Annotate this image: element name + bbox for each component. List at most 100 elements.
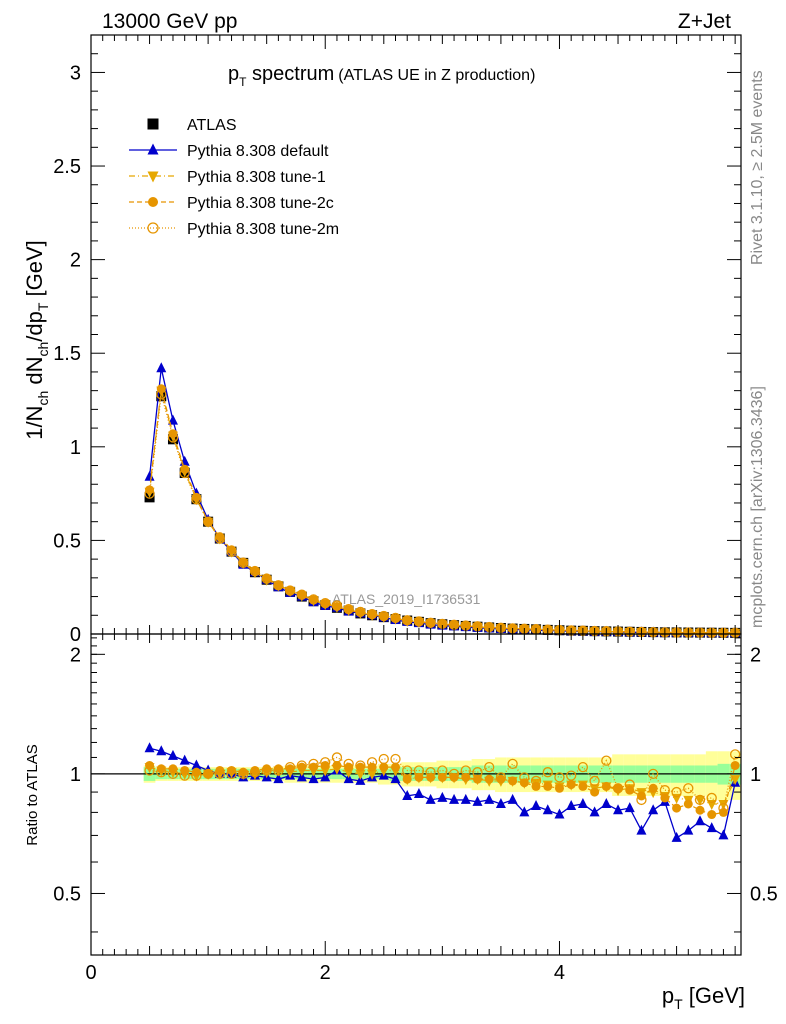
ratio-point-pythia-8-308-tune-2c bbox=[461, 772, 471, 782]
ratio-point-pythia-8-308-default bbox=[273, 773, 284, 784]
ratio-point-pythia-8-308-tune-2m bbox=[273, 765, 284, 776]
ratio-point-pythia-8-308-default bbox=[531, 800, 542, 811]
point-pythia-8-308-tune-2m bbox=[273, 580, 284, 591]
ratio-point-pythia-8-308-tune-2m bbox=[156, 767, 167, 778]
point-pythia-8-308-tune-2m bbox=[191, 494, 202, 505]
ratio-point-pythia-8-308-tune-1 bbox=[367, 769, 378, 780]
point-pythia-8-308-tune-2m bbox=[320, 597, 331, 609]
ratio-point-pythia-8-308-default bbox=[648, 804, 659, 815]
ratio-point-pythia-8-308-tune-2m bbox=[390, 753, 401, 765]
ratio-point-pythia-8-308-default bbox=[554, 808, 565, 819]
process-label: Z+Jet bbox=[678, 10, 731, 33]
ratio-point-pythia-8-308-tune-2m bbox=[366, 757, 378, 768]
point-pythia-8-308-tune-2m bbox=[366, 609, 378, 620]
point-pythia-8-308-tune-2m bbox=[144, 488, 155, 499]
ratio-point-pythia-8-308-tune-2c bbox=[156, 764, 166, 774]
ratio-point-pythia-8-308-tune-2c bbox=[426, 772, 436, 782]
legend-label-pythia-8-308-tune-2m: Pythia 8.308 tune-2m bbox=[187, 221, 339, 238]
ratio-point-pythia-8-308-tune-2c bbox=[191, 767, 201, 777]
ratio-point-pythia-8-308-tune-2m bbox=[495, 772, 507, 783]
point-pythia-8-308-tune-2m bbox=[331, 600, 343, 611]
ratio-point-pythia-8-308-tune-2c bbox=[695, 805, 705, 815]
ratio-point-pythia-8-308-tune-2m bbox=[659, 785, 671, 796]
ratio-point-pythia-8-308-default bbox=[671, 831, 682, 842]
ratio-point-pythia-8-308-default bbox=[402, 789, 413, 800]
ratio-point-pythia-8-308-tune-1 bbox=[355, 769, 366, 780]
ratio-point-pythia-8-308-tune-2c bbox=[332, 760, 342, 770]
ratio-point-pythia-8-308-tune-2m bbox=[284, 761, 296, 773]
ratio-point-pythia-8-308-default bbox=[179, 754, 190, 765]
ratio-point-pythia-8-308-tune-2m bbox=[624, 779, 635, 790]
point-pythia-8-308-tune-2c bbox=[472, 622, 482, 632]
ratio-point-pythia-8-308-tune-2c bbox=[543, 781, 553, 791]
ratio-point-pythia-8-308-default bbox=[683, 824, 694, 835]
point-pythia-8-308-tune-2c bbox=[309, 595, 319, 605]
ratio-point-pythia-8-308-default bbox=[695, 815, 706, 826]
ratio-frame bbox=[90, 633, 742, 956]
point-pythia-8-308-tune-2m bbox=[402, 615, 413, 626]
ratio-point-pythia-8-308-default bbox=[191, 759, 202, 770]
ratio-point-pythia-8-308-default bbox=[355, 774, 366, 785]
point-pythia-8-308-tune-2m bbox=[214, 533, 225, 544]
point-pythia-8-308-tune-2c bbox=[320, 599, 330, 609]
ratio-point-pythia-8-308-default bbox=[144, 742, 155, 753]
watermark: ATLAS_2019_I1736531 bbox=[332, 591, 481, 607]
ratio-point-pythia-8-308-tune-2m bbox=[261, 765, 272, 776]
point-pythia-8-308-tune-2m bbox=[238, 557, 249, 569]
ratio-point-pythia-8-308-tune-2c bbox=[601, 781, 611, 791]
ratio-point-pythia-8-308-default bbox=[425, 793, 436, 804]
ratio-point-pythia-8-308-tune-2c bbox=[414, 772, 424, 782]
ratio-point-pythia-8-308-default bbox=[519, 806, 530, 817]
ratio-point-pythia-8-308-tune-2m bbox=[402, 765, 413, 776]
ratio-point-pythia-8-308-tune-2m bbox=[554, 772, 565, 783]
ratio-point-pythia-8-308-tune-2c bbox=[625, 785, 635, 795]
ratio-point-pythia-8-308-default bbox=[167, 749, 178, 760]
ratio-point-pythia-8-308-tune-2c bbox=[203, 769, 213, 779]
point-pythia-8-308-tune-2m bbox=[343, 603, 354, 615]
ratio-point-pythia-8-308-tune-2m bbox=[612, 783, 624, 794]
ratio-point-pythia-8-308-tune-2m bbox=[226, 768, 237, 780]
ratio-point-pythia-8-308-tune-2m bbox=[167, 768, 179, 780]
ratio-point-pythia-8-308-tune-2m bbox=[566, 770, 577, 781]
ratio-point-pythia-8-308-default bbox=[566, 800, 577, 811]
ratio-y-tick-label-right: 0.5 bbox=[750, 883, 778, 905]
legend-label-pythia-8-308-default: Pythia 8.308 default bbox=[187, 143, 329, 160]
ratio-point-pythia-8-308-default bbox=[542, 804, 553, 815]
ratio-point-pythia-8-308-tune-2m bbox=[589, 775, 600, 787]
point-pythia-8-308-tune-2c bbox=[484, 622, 494, 632]
ratio-point-pythia-8-308-default bbox=[577, 797, 588, 808]
legend-marker-pythia-8-308-default bbox=[147, 143, 159, 155]
point-pythia-8-308-tune-2c bbox=[203, 517, 213, 527]
legend-marker-pythia-8-308-tune-2m bbox=[147, 222, 159, 234]
ratio-point-pythia-8-308-tune-2m bbox=[671, 786, 682, 798]
ratio-point-pythia-8-308-default bbox=[589, 806, 600, 817]
point-pythia-8-308-tune-2m bbox=[284, 585, 296, 596]
ratio-point-pythia-8-308-tune-2m bbox=[694, 794, 706, 806]
ratio-point-pythia-8-308-tune-2m bbox=[144, 765, 155, 776]
y-tick-label: 3 bbox=[70, 62, 81, 84]
ratio-point-pythia-8-308-tune-2m bbox=[425, 767, 436, 778]
ratio-point-pythia-8-308-tune-2m bbox=[460, 765, 471, 776]
ratio-point-pythia-8-308-tune-2m bbox=[648, 768, 659, 780]
ratio-point-pythia-8-308-tune-2m bbox=[296, 760, 307, 771]
point-pythia-8-308-tune-2c bbox=[379, 612, 389, 622]
ratio-y-tick-label: 0.5 bbox=[53, 883, 81, 905]
point-pythia-8-308-tune-2c bbox=[180, 464, 190, 474]
point-pythia-8-308-tune-2m bbox=[249, 566, 261, 577]
ratio-point-pythia-8-308-tune-2c bbox=[519, 778, 529, 788]
rivet-label: Rivet 3.1.10, ≥ 2.5M events bbox=[749, 70, 766, 265]
ratio-y-tick-label: 1 bbox=[70, 764, 81, 786]
y-tick-label: 1 bbox=[70, 437, 81, 459]
point-pythia-8-308-tune-2c bbox=[250, 565, 260, 575]
ratio-point-pythia-8-308-tune-2m bbox=[238, 768, 249, 780]
point-pythia-8-308-tune-2c bbox=[355, 607, 365, 617]
ratio-point-pythia-8-308-tune-2c bbox=[707, 810, 717, 820]
ratio-point-pythia-8-308-default bbox=[308, 773, 319, 784]
ratio-line-pythia-8-308-tune-1 bbox=[149, 766, 736, 805]
ratio-point-pythia-8-308-tune-2m bbox=[437, 765, 448, 776]
ratio-point-pythia-8-308-tune-2m bbox=[378, 753, 389, 765]
ratio-point-pythia-8-308-default bbox=[624, 802, 635, 813]
y-tick-label: 0.5 bbox=[53, 530, 81, 552]
point-pythia-8-308-tune-2m bbox=[179, 467, 190, 479]
